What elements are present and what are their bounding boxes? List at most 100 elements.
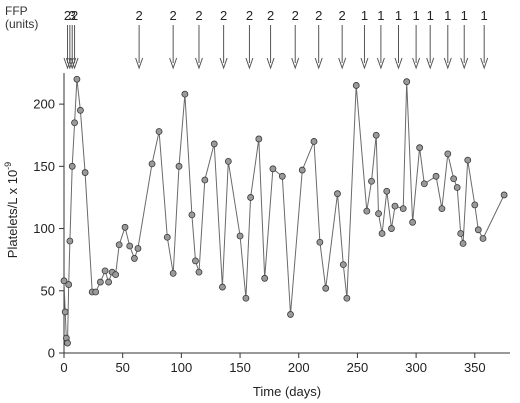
data-point-67	[444, 150, 452, 158]
data-point-5	[66, 237, 74, 245]
x-tick-label: 250	[347, 360, 369, 375]
data-point-49	[339, 261, 347, 269]
data-point-20	[126, 242, 134, 250]
data-point-76	[500, 191, 508, 199]
ffp-units-label: 3	[69, 8, 76, 23]
x-tick-label: 100	[171, 360, 193, 375]
ffp-arrow-head-3	[70, 57, 79, 70]
data-point-48	[334, 190, 341, 198]
ffp-arrow-head-17	[426, 57, 435, 70]
data-point-10	[81, 169, 89, 176]
x-tick-label: 150	[229, 360, 251, 375]
data-point-53	[368, 177, 375, 185]
data-point-73	[471, 201, 479, 209]
data-point-22	[134, 245, 142, 252]
data-point-62	[409, 218, 416, 226]
ffp-arrow-head-14	[376, 57, 385, 70]
y-axis-title-base: Platelets/L x 10	[5, 170, 20, 258]
data-point-74	[474, 226, 482, 234]
ffp-units-label: 1	[444, 8, 451, 23]
x-tick-label: 200	[288, 360, 310, 375]
platelet-line	[63, 79, 505, 344]
data-point-33	[210, 140, 218, 148]
ffp-arrow-head-20	[480, 57, 489, 70]
x-tick-label: 0	[60, 360, 67, 375]
data-point-1	[61, 308, 69, 316]
data-point-35	[224, 157, 232, 165]
data-point-63	[416, 144, 424, 152]
series-line	[63, 79, 505, 344]
ffp-arrow-head-18	[443, 57, 452, 70]
data-point-52	[363, 207, 371, 215]
y-axis-title-exponent: -9	[3, 162, 13, 170]
data-point-39	[255, 135, 263, 143]
data-point-38	[247, 194, 255, 201]
data-point-56	[378, 230, 386, 237]
data-point-46	[316, 238, 324, 246]
ffp-units-label: 2	[135, 8, 142, 23]
ffp-units-label: 2	[315, 8, 322, 23]
data-point-60	[399, 205, 407, 213]
y-tick-label: 100	[33, 221, 55, 236]
data-point-41	[269, 165, 277, 173]
ffp-arrow-head-5	[169, 57, 178, 70]
data-point-58	[388, 225, 395, 232]
y-axis-title: Platelets/L x 10-9	[3, 162, 20, 258]
ffp-arrow-head-19	[460, 57, 469, 70]
x-tick-label: 50	[115, 360, 129, 375]
data-point-32	[201, 176, 209, 184]
data-point-36	[236, 232, 244, 240]
ffp-units-label: 2	[220, 8, 227, 23]
data-point-50	[343, 294, 351, 302]
ffp-units-label: 1	[412, 8, 419, 23]
ffp-arrow-head-12	[338, 57, 347, 70]
ffp-units-label: 2	[339, 8, 346, 23]
ffp-units-label: 2	[71, 8, 78, 23]
ffp-units-label: 2	[267, 8, 274, 23]
data-point-68	[450, 175, 458, 183]
data-point-8	[73, 75, 81, 83]
data-point-25	[163, 233, 171, 241]
data-point-51	[352, 82, 360, 89]
data-point-3	[64, 339, 71, 347]
data-point-65	[432, 172, 440, 180]
data-points	[60, 75, 508, 347]
ffp-units-label: 1	[461, 8, 468, 23]
data-point-19	[121, 223, 129, 231]
ffp-arrow-head-16	[412, 57, 421, 70]
y-tick-label: 150	[33, 159, 55, 174]
ffp-units-label: 1	[481, 8, 488, 23]
data-point-45	[310, 138, 318, 145]
ffp-units-label: 1	[427, 8, 434, 23]
data-point-43	[287, 311, 294, 318]
data-point-64	[420, 180, 428, 188]
data-point-59	[391, 202, 399, 210]
data-point-18	[115, 241, 123, 249]
data-point-6	[68, 162, 76, 170]
data-point-47	[322, 284, 330, 292]
data-point-72	[464, 156, 472, 164]
ffp-arrow-head-4	[135, 57, 144, 70]
data-point-54	[372, 131, 380, 139]
data-point-44	[298, 166, 306, 174]
ffp-units-label: 1	[395, 8, 402, 23]
y-tick-label: 0	[48, 346, 55, 361]
data-point-40	[261, 274, 269, 282]
data-point-75	[479, 235, 487, 242]
data-point-0	[60, 277, 68, 285]
data-point-28	[181, 90, 189, 98]
data-point-69	[453, 184, 461, 191]
data-point-9	[77, 106, 84, 114]
data-point-27	[175, 162, 183, 170]
data-point-21	[131, 255, 138, 262]
data-point-12	[92, 288, 100, 296]
data-point-55	[375, 210, 382, 218]
ffp-units-label: 2	[195, 8, 202, 23]
data-point-57	[383, 187, 391, 195]
data-point-7	[71, 119, 78, 127]
data-point-71	[459, 240, 467, 247]
ffp-units-label: 2	[246, 8, 253, 23]
data-point-61	[403, 78, 411, 86]
data-point-13	[96, 278, 104, 286]
